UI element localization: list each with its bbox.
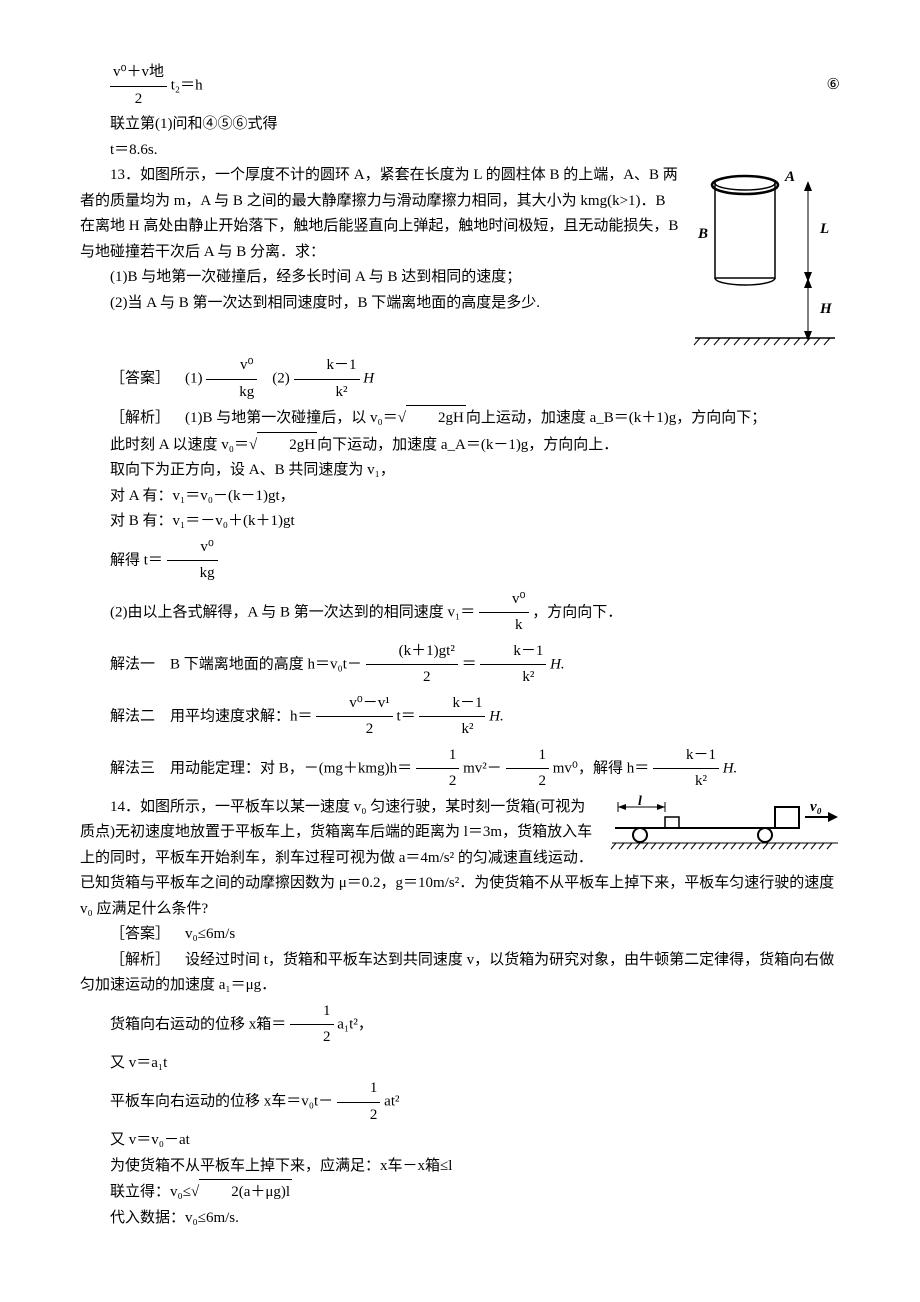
fraction: v⁰＋v地 2 [110,60,167,112]
text: t＝ [397,708,416,724]
denominator: 2 [416,769,460,795]
answer-part1: (1) [185,370,203,386]
answer-label: ［答案］ [110,926,170,942]
denominator: 2 [110,87,167,113]
text: 解法一 B 下端离地面的高度 h＝v₀t－ [110,656,362,672]
text-line: t＝8.6s. [80,138,840,164]
denominator: 2 [366,665,458,691]
denominator: 2 [506,769,550,795]
denominator: k² [294,380,360,406]
solution-line: 此时刻 A 以速度 v₀＝√2gH向下运动，加速度 a_A＝(k－1)g，方向向… [80,432,840,459]
solution-line: 解得 t＝ v⁰kg [80,535,840,587]
text: (1)B 与地第一次碰撞后，以 v₀＝ [185,410,398,426]
figure-13: A B L H [690,163,840,353]
solution-method-3: 解法三 用动能定理：对 B，－(mg＋kmg)h＝ 12 mv²－ 12 mv⁰… [80,743,840,795]
solution-line: 代入数据：v₀≤6m/s. [80,1206,840,1232]
problem-13: A B L H 13．如图所示，一个厚度不计的圆环 A，紧套在长度为 L 的圆柱… [80,163,840,353]
text: mv²－ [463,760,502,776]
text: a₁t²， [337,1016,373,1032]
numerator: 1 [506,743,550,770]
text: 设经过时间 t，货箱和平板车达到共同速度 v，以货箱为研究对象，由牛顿第二定律得… [80,952,834,994]
text: 向下运动，加速度 a_A＝(k－1)g，方向向上． [317,437,618,453]
solution-label: ［解析］ [110,952,170,968]
denominator: k² [480,665,546,691]
numerator: 1 [416,743,460,770]
eq-tail: t₂＝h [171,77,203,93]
text: 联立得：v₀≤ [110,1184,191,1200]
numerator: v⁰－v¹ [316,691,393,718]
solution-line: 货箱向右运动的位移 x箱＝ 12 a₁t²， [80,999,840,1051]
answer-14: ［答案］ v₀≤6m/s [80,922,840,948]
tail: H [363,370,374,386]
numerator: v⁰＋v地 [110,60,167,87]
text: mv⁰，解得 h＝ [553,760,649,776]
denominator: 2 [316,717,393,743]
numerator: k－1 [480,639,546,666]
solution-line: (2)由以上各式解得，A 与 B 第一次达到的相同速度 v₁＝ v⁰k ，方向向… [80,587,840,639]
denominator: kg [206,380,257,406]
solution-line: 为使货箱不从平板车上掉下来，应满足：x车－x箱≤l [80,1154,840,1180]
denominator: 2 [337,1103,381,1129]
denominator: k [479,613,529,639]
solution-13-line: ［解析］ (1)B 与地第一次碰撞后，以 v₀＝√2gH向上运动，加速度 a_B… [80,405,840,432]
solution-line: 对 A 有：v₁＝v₀－(k－1)gt， [80,484,840,510]
solution-line: 又 v＝a₁t [80,1051,840,1077]
solution-line: 又 v＝v₀－at [80,1128,840,1154]
text: 货箱向右运动的位移 x箱＝ [110,1016,286,1032]
svg-text:L: L [819,221,829,237]
text: H. [723,760,738,776]
denominator: k² [419,717,485,743]
text: H. [489,708,504,724]
numerator: k－1 [653,743,719,770]
denominator: kg [167,561,218,587]
sqrt-content: 2gH [257,432,317,459]
svg-text:v₀: v₀ [810,799,822,815]
svg-text:A: A [784,169,795,185]
sqrt-content: 2gH [406,405,466,432]
numerator: 1 [337,1076,381,1103]
solution-line: 平板车向右运动的位移 x车＝v₀t－ 12 at² [80,1076,840,1128]
text-line: 联立第(1)问和④⑤⑥式得 [80,112,840,138]
solution-line: 对 B 有：v₁＝－v₀＋(k＋1)gt [80,509,840,535]
text: ，方向向下． [532,604,622,620]
text: 向上运动，加速度 a_B＝(k＋1)g，方向向下； [466,410,766,426]
svg-text:H: H [819,301,833,317]
equation-6: v⁰＋v地 2 t₂＝h ⑥ [80,60,840,112]
numerator: k－1 [294,353,360,380]
solution-line: 联立得：v₀≤√2(a＋μg)l [80,1179,840,1206]
text: 解法二 用平均速度求解：h＝ [110,708,313,724]
solution-line: 取向下为正方向，设 A、B 共同速度为 v₁， [80,458,840,484]
solution-14-line: ［解析］ 设经过时间 t，货箱和平板车达到共同速度 v，以货箱为研究对象，由牛顿… [80,948,840,999]
denominator: 2 [290,1025,334,1051]
text: 平板车向右运动的位移 x车＝v₀t－ [110,1093,333,1109]
text: 此时刻 A 以速度 v₀＝ [110,437,249,453]
solution-method-1: 解法一 B 下端离地面的高度 h＝v₀t－ (k＋1)gt²2 ＝ k－1k² … [80,639,840,691]
svg-text:B: B [697,226,708,242]
text: at² [384,1093,399,1109]
equation-marker: ⑥ [827,73,840,99]
text: H. [550,656,565,672]
text: (2)由以上各式解得，A 与 B 第一次达到的相同速度 v₁＝ [110,604,475,620]
numerator: k－1 [419,691,485,718]
problem-14: l v₀ 14 [80,795,840,923]
answer-part2: (2) [272,370,290,386]
numerator: v⁰ [206,353,257,380]
solution-label: ［解析］ [110,410,170,426]
text: ＝ [462,656,477,672]
text: 解法三 用动能定理：对 B，－(mg＋kmg)h＝ [110,760,412,776]
numerator: (k＋1)gt² [366,639,458,666]
numerator: v⁰ [479,587,529,614]
answer-value: v₀≤6m/s [185,926,235,942]
svg-text:l: l [638,795,642,809]
solution-method-2: 解法二 用平均速度求解：h＝ v⁰－v¹2 t＝ k－1k² H. [80,691,840,743]
denominator: k² [653,769,719,795]
answer-13: ［答案］ (1) v⁰kg (2) k－1k² H [80,353,840,405]
sqrt-content: 2(a＋μg)l [199,1179,292,1206]
figure-14: l v₀ [610,795,840,850]
answer-label: ［答案］ [110,370,170,386]
numerator: v⁰ [167,535,218,562]
numerator: 1 [290,999,334,1026]
text: 解得 t＝ [110,552,163,568]
